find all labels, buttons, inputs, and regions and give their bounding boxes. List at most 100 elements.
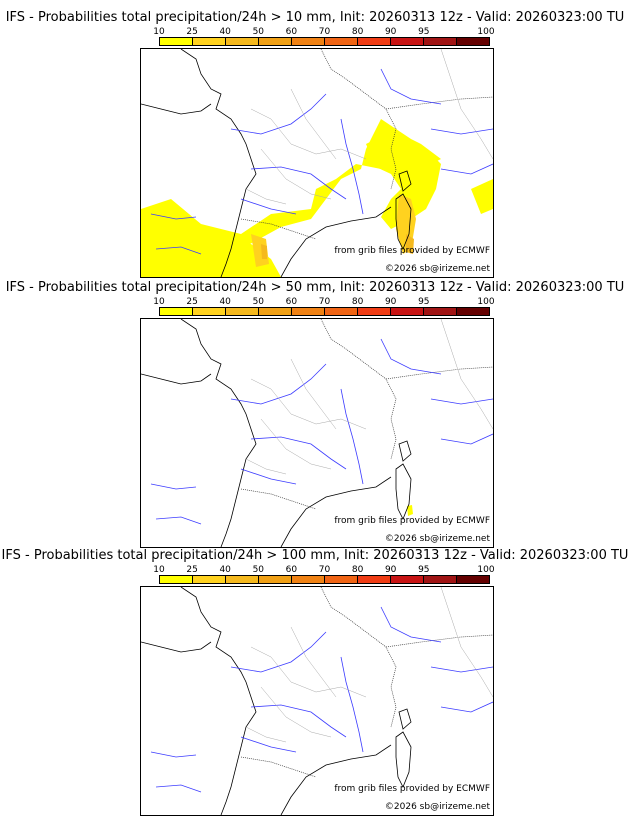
legend-swatch [259,576,292,583]
legend-swatch [193,38,226,45]
legend-swatch [457,308,489,315]
legend-swatch [358,308,391,315]
legend-tick-label: 95 [418,27,430,37]
legend-swatch [457,38,489,45]
legend-swatch [424,38,457,45]
legend-swatch [391,38,424,45]
legend-ticks: 10 25 40 50 60 70 80 90 95 100 [153,565,494,575]
legend-swatch [358,576,391,583]
rivers [150,68,493,255]
source-credit: from grib files provided by ECMWF [334,246,490,256]
legend-ticks: 10 25 40 50 60 70 80 90 95 100 [153,27,494,37]
legend-swatch [292,576,325,583]
legend-tick-label: 80 [351,565,364,575]
rivers [150,606,493,793]
legend-tick-label: 70 [318,27,331,37]
map-panel-50mm: IFS - Probabilities total precipitation/… [0,280,630,550]
legend-swatch [226,38,259,45]
legend-tick-label: 25 [186,27,198,37]
legend-tick-label: 50 [252,27,265,37]
map-area[interactable]: from grib files provided by ECMWF ©2026 … [140,48,494,278]
copyright-credit: ©2026 sb@irizeme.net [384,264,490,274]
legend-swatch [391,308,424,315]
legend-tick-label: 80 [351,27,364,37]
precip-probability-area [407,505,413,516]
legend-tick-label: 80 [351,297,364,307]
panel-title: IFS - Probabilities total precipitation/… [5,280,625,295]
legend-tick-label: 10 [153,27,165,37]
legend-tick-label: 25 [186,565,198,575]
legend-tick-label: 70 [318,565,331,575]
legend-tick-label: 90 [384,27,397,37]
legend-swatch [391,576,424,583]
map-svg [141,587,493,815]
legend-tick-label: 60 [285,297,298,307]
coastline [141,587,412,815]
legend-swatch [226,576,259,583]
legend-tick-label: 90 [384,565,397,575]
legend-tick-label: 70 [318,297,331,307]
legend-tick-label: 40 [219,565,231,575]
legend-tick-label: 60 [285,27,298,37]
color-legend: 10 25 40 50 60 70 80 90 95 100 [153,27,495,51]
legend-swatch [226,308,259,315]
rivers [150,338,493,525]
legend-swatch [160,38,193,45]
legend-tick-label: 95 [418,297,430,307]
legend-bar [159,575,490,584]
legend-swatch [325,38,358,45]
legend-tick-label: 100 [477,27,495,37]
legend-tick-label: 95 [418,565,430,575]
legend-tick-label: 50 [252,297,265,307]
legend-swatch [292,38,325,45]
legend-tick-label: 10 [153,297,165,307]
color-legend: 10 25 40 50 60 70 80 90 95 100 [153,565,495,589]
map-svg [141,49,493,277]
map-area[interactable]: from grib files provided by ECMWF ©2026 … [140,586,494,816]
legend-swatch [457,576,489,583]
legend-tick-label: 40 [219,27,231,37]
panel-title: IFS - Probabilities total precipitation/… [5,10,625,25]
legend-bar [159,37,490,46]
map-panel-100mm: IFS - Probabilities total precipitation/… [0,548,630,818]
legend-swatch [193,308,226,315]
source-credit: from grib files provided by ECMWF [334,784,490,794]
regional-boundaries [245,49,493,205]
regional-boundaries [245,587,493,743]
legend-swatch [160,308,193,315]
source-credit: from grib files provided by ECMWF [334,516,490,526]
legend-tick-label: 40 [219,297,231,307]
legend-swatch [325,308,358,315]
color-legend: 10 25 40 50 60 70 80 90 95 100 [153,297,495,321]
regional-boundaries [245,319,493,475]
map-area[interactable]: from grib files provided by ECMWF ©2026 … [140,318,494,548]
legend-swatch [292,308,325,315]
panel-title: IFS - Probabilities total precipitation/… [1,548,629,563]
copyright-credit: ©2026 sb@irizeme.net [384,534,490,544]
legend-swatch [193,576,226,583]
legend-tick-label: 100 [477,565,495,575]
copyright-credit: ©2026 sb@irizeme.net [384,802,490,812]
legend-swatch [325,576,358,583]
map-panel-10mm: IFS - Probabilities total precipitation/… [0,10,630,280]
coastline [141,319,412,547]
precip-probability-area [141,119,493,277]
country-borders [240,319,493,510]
country-borders [240,49,493,240]
legend-swatch [424,576,457,583]
legend-swatch [160,576,193,583]
legend-tick-label: 60 [285,565,298,575]
legend-swatch [259,38,292,45]
legend-tick-label: 50 [252,565,265,575]
legend-tick-label: 10 [153,565,165,575]
legend-swatch [424,308,457,315]
legend-tick-label: 90 [384,297,397,307]
legend-bar [159,307,490,316]
legend-swatch [358,38,391,45]
legend-tick-label: 100 [477,297,495,307]
legend-ticks: 10 25 40 50 60 70 80 90 95 100 [153,297,494,307]
legend-tick-label: 25 [186,297,198,307]
legend-swatch [259,308,292,315]
coastline [141,49,412,277]
country-borders [240,587,493,778]
